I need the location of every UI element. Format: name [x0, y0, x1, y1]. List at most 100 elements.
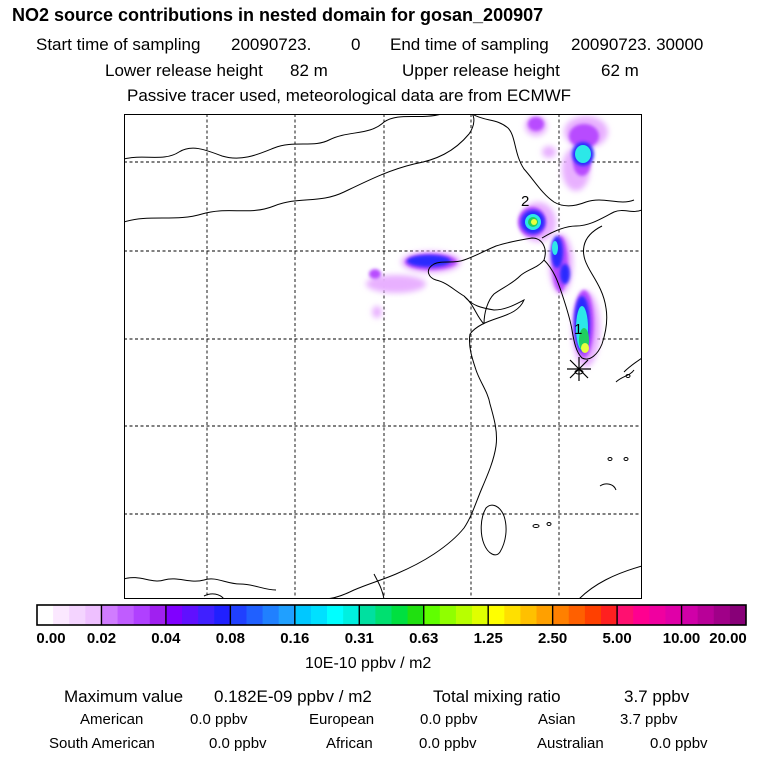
- colorbar-swatch: [165, 605, 183, 625]
- plume-patch: [542, 146, 556, 158]
- region-value: 0.0 ppbv: [190, 711, 248, 728]
- plume-patch: [569, 124, 599, 148]
- colorbar-swatch: [149, 605, 167, 625]
- region-value: 0.0 ppbv: [650, 735, 708, 752]
- region-name: European: [309, 711, 375, 728]
- plume-patch: [366, 275, 426, 293]
- lower-release-value: 82 m: [290, 61, 328, 80]
- end-time-label: End time of sampling: [390, 35, 549, 54]
- colorbar-swatch: [439, 605, 457, 625]
- colorbar-swatch: [568, 605, 586, 625]
- colorbar-tick-label: 20.00: [709, 630, 747, 647]
- colorbar-tick-label: 10.00: [662, 630, 701, 647]
- colorbar-swatch: [310, 605, 328, 625]
- colorbar-swatch: [182, 605, 199, 625]
- colorbar-swatch: [472, 605, 489, 625]
- region-name: American: [80, 711, 144, 728]
- region-value: 3.7 ppbv: [620, 711, 678, 728]
- colorbar-tick-label: 1.25: [473, 630, 503, 647]
- source-label-2: 2: [521, 193, 529, 210]
- colorbar-swatch: [665, 605, 682, 625]
- colorbar-swatch: [69, 605, 86, 625]
- colorbar-swatch: [85, 605, 102, 625]
- start-time-hour: 0: [351, 35, 361, 54]
- tracer-note: Passive tracer used, meteorological data…: [127, 86, 572, 105]
- colorbar-swatch: [552, 605, 570, 625]
- plume-patch: [531, 219, 537, 225]
- colorbar-swatch: [697, 605, 715, 625]
- colorbar-swatch: [520, 605, 537, 625]
- end-time-value: 20090723. 30000: [571, 35, 704, 54]
- colorbar-swatch: [729, 605, 747, 625]
- lower-release-label: Lower release height: [105, 61, 263, 80]
- map-border: [124, 114, 642, 599]
- coastlines: [124, 114, 642, 599]
- total-mixing-value: 3.7 ppbv: [624, 687, 690, 706]
- colorbar-swatch: [600, 605, 618, 625]
- receptor-star-icon: [567, 357, 591, 381]
- colorbar-swatch: [375, 605, 392, 625]
- region-value: 0.0 ppbv: [419, 735, 477, 752]
- total-mixing-label: Total mixing ratio: [433, 687, 561, 706]
- colorbar-swatch: [117, 605, 135, 625]
- colorbar-swatch: [37, 605, 54, 625]
- max-value-label: Maximum value: [64, 687, 184, 706]
- region-name: Australian: [537, 735, 604, 752]
- colorbar-tick-label: 0.02: [86, 630, 117, 647]
- plume-patch: [575, 145, 591, 163]
- colorbar-swatch: [278, 605, 296, 625]
- colorbar-swatch: [713, 605, 731, 625]
- colorbar-swatch: [391, 605, 409, 625]
- colorbar-swatch: [359, 605, 376, 625]
- map-background: [124, 114, 642, 599]
- plume-patch: [372, 306, 382, 318]
- source-label-1: 1: [574, 321, 582, 338]
- colorbar-tick-label: 2.50: [537, 630, 568, 647]
- upper-release-value: 62 m: [601, 61, 639, 80]
- colorbar-swatch: [214, 605, 231, 625]
- plume-cyan-layer: [525, 145, 591, 350]
- colorbar-swatch: [294, 605, 312, 625]
- page-title: NO2 source contributions in nested domai…: [12, 5, 544, 25]
- colorbar-swatch: [649, 605, 666, 625]
- colorbar: [36, 604, 747, 626]
- plume-patch: [369, 269, 381, 279]
- colorbar-swatch: [407, 605, 425, 625]
- colorbar-tick-label: 0.63: [409, 630, 439, 647]
- plume-patch: [560, 264, 570, 284]
- plume-patch: [581, 343, 589, 353]
- plume-patch: [407, 255, 451, 267]
- colorbar-swatch: [423, 605, 441, 625]
- map-panel: 1 2: [124, 114, 642, 599]
- colorbar-swatch: [53, 605, 70, 625]
- colorbar-swatch: [230, 605, 247, 625]
- upper-release-label: Upper release height: [402, 61, 560, 80]
- plume-patch: [528, 117, 544, 131]
- max-value: 0.182E-09 ppbv / m2: [214, 687, 372, 706]
- region-name: African: [326, 735, 373, 752]
- colorbar-swatch: [327, 605, 344, 625]
- colorbar-tick-label: 5.00: [602, 630, 632, 647]
- colorbar-swatch: [504, 605, 521, 625]
- colorbar-swatch: [488, 605, 505, 625]
- colorbar-swatch: [262, 605, 280, 625]
- colorbar-swatch: [455, 605, 473, 625]
- colorbar-swatch: [101, 605, 118, 625]
- region-name: South American: [49, 735, 155, 752]
- colorbar-tick-label: 0.04: [151, 630, 181, 647]
- colorbar-swatch: [343, 605, 360, 625]
- colorbar-swatch: [536, 605, 554, 625]
- region-value: 0.0 ppbv: [420, 711, 478, 728]
- colorbar-tick-label: 0.00: [36, 630, 66, 647]
- colorbar-swatch: [584, 605, 602, 625]
- start-time-label: Start time of sampling: [36, 35, 201, 54]
- plume-patch: [552, 241, 558, 255]
- region-value: 0.0 ppbv: [209, 735, 267, 752]
- colorbar-tick-label: 0.31: [344, 630, 374, 647]
- plume-core-layer: [528, 217, 589, 353]
- colorbar-swatch: [246, 605, 263, 625]
- colorbar-swatch: [633, 605, 650, 625]
- colorbar-units: 10E-10 ppbv / m2: [305, 655, 432, 672]
- start-time-value: 20090723.: [231, 35, 312, 54]
- colorbar-swatch: [198, 605, 215, 625]
